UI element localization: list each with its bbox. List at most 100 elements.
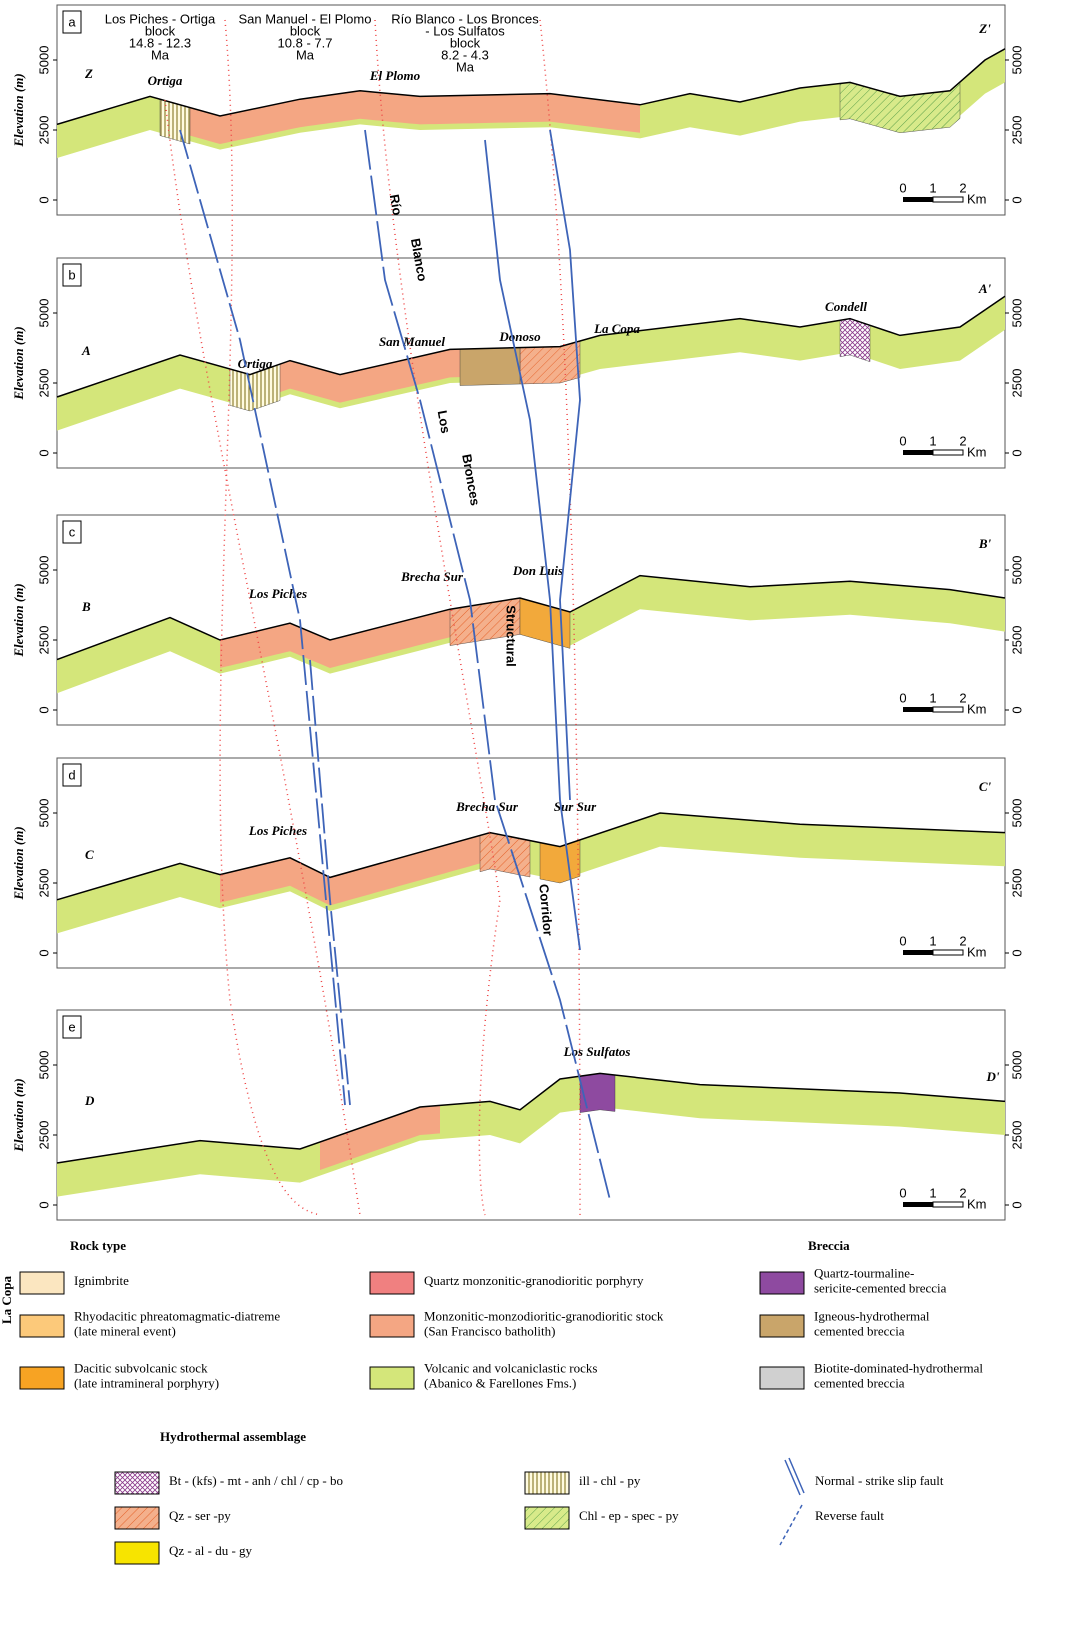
alteration-zone <box>460 348 520 386</box>
legend-label: Reverse fault <box>815 1508 884 1523</box>
tick-label: 2500 <box>36 116 51 145</box>
stock <box>160 91 640 144</box>
scale-label: 1 <box>929 1185 936 1200</box>
section-end: C' <box>979 779 992 794</box>
legend-label: Rhyodacitic phreatomagmatic-diatreme <box>74 1308 280 1323</box>
place-name: San Manuel <box>379 334 445 349</box>
scale-bar <box>903 950 933 955</box>
tick-label: 0 <box>36 196 51 203</box>
scale-label: 0 <box>899 690 906 705</box>
tick-label: 0 <box>36 949 51 956</box>
scale-unit: Km <box>967 1196 987 1211</box>
section-start: B <box>81 599 91 614</box>
corridor-label: Río <box>387 193 405 216</box>
scale-label: 1 <box>929 933 936 948</box>
section-end: D' <box>986 1069 1000 1084</box>
section-end: B' <box>978 536 992 551</box>
place-name: Donoso <box>498 329 541 344</box>
corridor-label: Corridor <box>536 883 555 936</box>
scale-label: 0 <box>899 933 906 948</box>
legend-label: Biotite-dominated-hydrothermal <box>814 1360 983 1375</box>
scale-bar <box>903 197 933 202</box>
scale-label: 2 <box>959 933 966 948</box>
tick-label: 5000 <box>36 46 51 75</box>
legend-label: Chl - ep - spec - py <box>579 1508 679 1523</box>
legend-label: Igneous-hydrothermal <box>814 1308 930 1323</box>
place-name: Don Luis <box>512 563 563 578</box>
legend-swatch <box>115 1507 159 1529</box>
fault-symbol <box>785 1458 804 1495</box>
legend-swatch <box>760 1272 804 1294</box>
tick-label: 2500 <box>36 369 51 398</box>
axis-title: Elevation (m) <box>11 326 26 400</box>
scale-unit: Km <box>967 944 987 959</box>
tick-label: 5000 <box>36 556 51 585</box>
block-label: Ma <box>296 47 315 62</box>
tick-label: 0 <box>1009 449 1024 456</box>
place-name: Ortiga <box>238 356 273 371</box>
tick-label: 0 <box>36 1201 51 1208</box>
legend-swatch <box>20 1272 64 1294</box>
panel-label: c <box>69 524 76 539</box>
legend-swatch <box>370 1367 414 1389</box>
section-start: D <box>84 1093 95 1108</box>
axis-title: Elevation (m) <box>11 583 26 657</box>
scale-label: 0 <box>899 180 906 195</box>
legend-swatch <box>20 1315 64 1337</box>
legend-label: cemented breccia <box>814 1375 905 1390</box>
volcanic-rocks <box>57 813 1005 933</box>
legend-label: sericite-cemented breccia <box>814 1280 947 1295</box>
tick-label: 2500 <box>1009 369 1024 398</box>
legend-label: (San Francisco batholith) <box>424 1323 555 1338</box>
legend-swatch <box>20 1367 64 1389</box>
legend-swatch <box>760 1367 804 1389</box>
axis-title: Elevation (m) <box>11 73 26 147</box>
corridor-label: Structural <box>504 605 519 666</box>
legend-label: Monzonitic-monzodioritic-granodioritic s… <box>424 1308 664 1323</box>
scale-unit: Km <box>967 701 987 716</box>
tick-label: 2500 <box>1009 1121 1024 1150</box>
legend-label: Bt - (kfs) - mt - anh / chl / cp - bo <box>169 1473 343 1488</box>
alteration-zone <box>840 82 960 133</box>
figure: aElevation (m)002500250050005000ZZ'Ortig… <box>0 0 1092 1645</box>
legend-label: ill - chl - py <box>579 1473 641 1488</box>
section-end: A' <box>978 281 992 296</box>
scale-label: 2 <box>959 180 966 195</box>
scale-label: 2 <box>959 1185 966 1200</box>
legend-label: Qz - al - du - gy <box>169 1543 253 1558</box>
place-name: La Copa <box>593 321 640 336</box>
tick-label: 2500 <box>36 1121 51 1150</box>
corridor-label: Blanco <box>408 237 430 282</box>
tick-label: 0 <box>1009 949 1024 956</box>
alteration-zone <box>580 1073 615 1112</box>
tick-label: 0 <box>36 706 51 713</box>
section-start: Z <box>84 66 93 81</box>
scale-bar <box>933 450 963 455</box>
tick-label: 2500 <box>1009 869 1024 898</box>
legend-label: Normal - strike slip fault <box>815 1473 944 1488</box>
scale-label: 0 <box>899 433 906 448</box>
panel-label: e <box>68 1019 75 1034</box>
corridor-label: Los <box>435 409 454 434</box>
panel-label: a <box>68 14 76 29</box>
place-name: Los Piches <box>248 586 307 601</box>
place-name: Los Piches <box>248 823 307 838</box>
page: Geological cross-sections body { margin:… <box>0 0 1092 1645</box>
legend-title: Rock type <box>70 1238 126 1253</box>
scale-bar <box>933 1202 963 1207</box>
tick-label: 5000 <box>1009 299 1024 328</box>
panel-label: b <box>68 267 75 282</box>
legend-label: Dacitic subvolcanic stock <box>74 1360 208 1375</box>
place-name: Brecha Sur <box>400 569 464 584</box>
legend-label: cemented breccia <box>814 1323 905 1338</box>
body: {"axis": {"title": "Elevation (m)", "tic… <box>0 0 1092 1645</box>
place-name: Condell <box>825 299 867 314</box>
scale-label: 1 <box>929 433 936 448</box>
scale-bar <box>933 197 963 202</box>
scale-bar <box>903 1202 933 1207</box>
tick-label: 5000 <box>36 1051 51 1080</box>
scale-label: 2 <box>959 690 966 705</box>
